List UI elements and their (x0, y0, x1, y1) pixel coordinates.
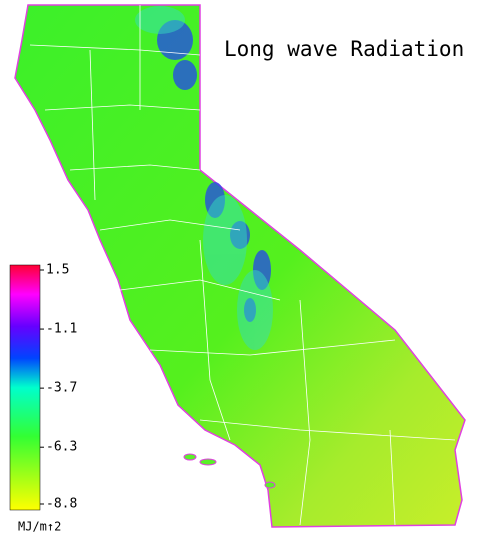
colorbar-tick-label: -1.1 (46, 322, 77, 337)
map-title: Long wave Radiation (224, 37, 464, 61)
colorbar-ticks: 1.5 -1.1 -3.7 -6.3 -8.8 (40, 263, 77, 512)
colorbar-tick-label: -6.3 (46, 440, 77, 455)
sierra-halo (135, 6, 273, 350)
colorbar-tick-label: -3.7 (46, 381, 77, 396)
colorbar-tick-label: -8.8 (46, 497, 77, 512)
colorbar-unit: MJ/m↑2 (18, 520, 61, 534)
islands (183, 453, 276, 489)
county-lines (29, 5, 456, 526)
colorbar-tick-label: 1.5 (46, 263, 69, 278)
colorbar (9, 264, 41, 511)
